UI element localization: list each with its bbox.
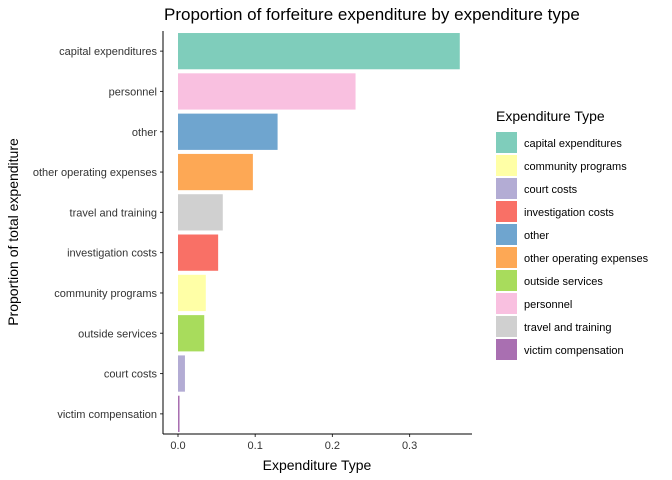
legend: capital expenditures community programs co… [496,132,649,360]
legend-swatch [496,201,517,222]
bar-outside-services [178,315,205,352]
y-tick-label: investigation costs [67,248,157,260]
bar-personnel [178,73,356,110]
legend-swatch [496,316,517,337]
y-tick-label: other operating expenses [33,167,158,179]
bar-victim-compensation [178,395,180,432]
y-tick-label: capital expenditures [59,46,157,58]
bar-community-programs [178,274,206,312]
x-tick-label: 0.1 [248,440,263,452]
legend-swatch [496,155,517,176]
x-axis-title: Expenditure Type [263,457,372,473]
y-tick-label: other [132,127,157,139]
x-tick-label: 0.0 [170,440,185,452]
legend-label: personnel [524,299,572,311]
bar-group [178,33,460,432]
legend-swatch [496,339,517,360]
bar-investigation-costs [178,234,219,271]
bar-other [178,113,278,150]
y-axis-ticks: capital expenditures personnel other other … [33,46,163,421]
y-tick-label: court costs [104,369,158,381]
bar-court-costs [178,355,185,392]
legend-label: other [524,230,549,242]
x-tick-label: 0.3 [402,440,417,452]
bar-capital-expenditures [178,33,460,70]
legend-label: capital expenditures [524,138,622,150]
y-tick-label: travel and training [70,207,157,219]
y-tick-label: personnel [109,86,157,98]
legend-label: outside services [524,276,603,288]
legend-label: travel and training [524,322,611,334]
legend-title: Expenditure Type [496,108,605,124]
legend-label: community programs [524,161,627,173]
bar-travel-and-training [178,194,223,231]
legend-label: victim compensation [524,345,624,357]
legend-swatch [496,247,517,268]
legend-swatch [496,224,517,245]
chart-title: Proportion of forfeiture expenditure by … [164,5,580,24]
x-tick-label: 0.2 [325,440,340,452]
legend-swatch [496,270,517,291]
x-axis-ticks: 0.0 0.1 0.2 0.3 [170,434,417,452]
y-tick-label: outside services [78,328,157,340]
y-axis-title: Proportion of total expenditure [5,138,21,326]
y-tick-label: community programs [54,288,157,300]
legend-swatch [496,132,517,153]
legend-label: court costs [524,184,578,196]
bar-other-operating-expenses [178,153,253,191]
y-tick-label: victim compensation [57,409,157,421]
legend-label: other operating expenses [524,253,649,265]
legend-label: investigation costs [524,207,614,219]
legend-swatch [496,293,517,314]
legend-swatch [496,178,517,199]
